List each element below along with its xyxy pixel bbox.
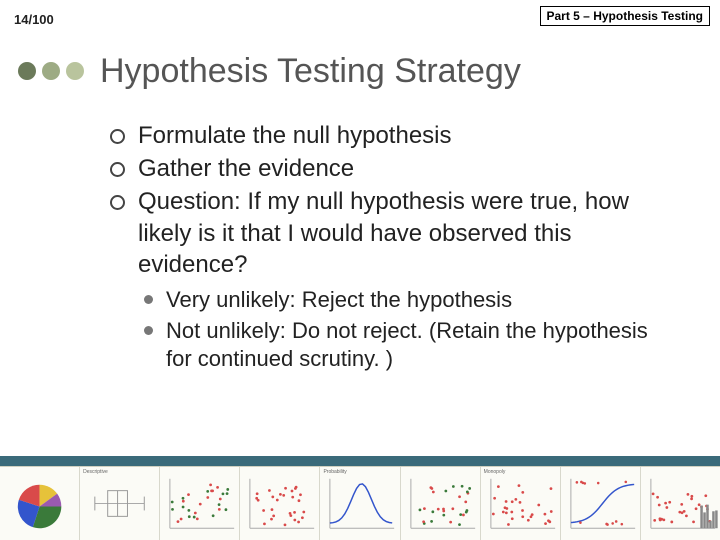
thumbnail-chart-icon	[80, 467, 159, 540]
thumbnail-chart-icon	[240, 467, 319, 540]
thumbnail-chart-icon	[0, 467, 79, 540]
thumbnail	[160, 467, 240, 540]
thumbnail-chart-icon	[160, 467, 239, 540]
slide-content: Formulate the null hypothesisGather the …	[110, 120, 670, 376]
accent-band	[0, 456, 720, 466]
thumbnail	[641, 467, 720, 540]
thumbnail-title: Descriptive	[83, 469, 156, 475]
bullet-item: Formulate the null hypothesis	[110, 120, 670, 151]
thumbnail-chart-icon	[641, 467, 720, 540]
thumbnail: Monopoly	[481, 467, 561, 540]
thumbnail: Descriptive	[80, 467, 160, 540]
slide-title: Hypothesis Testing Strategy	[100, 52, 521, 91]
thumbnail	[561, 467, 641, 540]
bullet-list-level2: Very unlikely: Reject the hypothesisNot …	[144, 286, 670, 374]
decorative-dots	[18, 62, 84, 80]
thumbnail: Probability	[320, 467, 400, 540]
part-label-box: Part 5 – Hypothesis Testing	[540, 6, 711, 26]
decorative-dot	[42, 62, 60, 80]
thumbnail-title: Probability	[323, 469, 396, 475]
sub-bullet-item: Not unlikely: Do not reject. (Retain the…	[144, 317, 670, 374]
thumbnail-chart-icon	[320, 467, 399, 540]
bullet-item: Gather the evidence	[110, 153, 670, 184]
thumbnail-title: Monopoly	[484, 469, 557, 475]
sub-bullet-item: Very unlikely: Reject the hypothesis	[144, 286, 670, 315]
slide: 14/100 Part 5 – Hypothesis Testing Hypot…	[0, 0, 720, 540]
thumbnail	[401, 467, 481, 540]
decorative-dot	[66, 62, 84, 80]
thumbnail	[0, 467, 80, 540]
bullet-list-level1: Formulate the null hypothesisGather the …	[110, 120, 670, 374]
bullet-item: Question: If my null hypothesis were tru…	[110, 186, 670, 280]
thumbnail-chart-icon	[481, 467, 560, 540]
thumbnail-strip: Descriptive Probability Monopoly	[0, 466, 720, 540]
page-number: 14/100	[14, 12, 54, 27]
decorative-dot	[18, 62, 36, 80]
thumbnail	[240, 467, 320, 540]
thumbnail-chart-icon	[401, 467, 480, 540]
thumbnail-chart-icon	[561, 467, 640, 540]
